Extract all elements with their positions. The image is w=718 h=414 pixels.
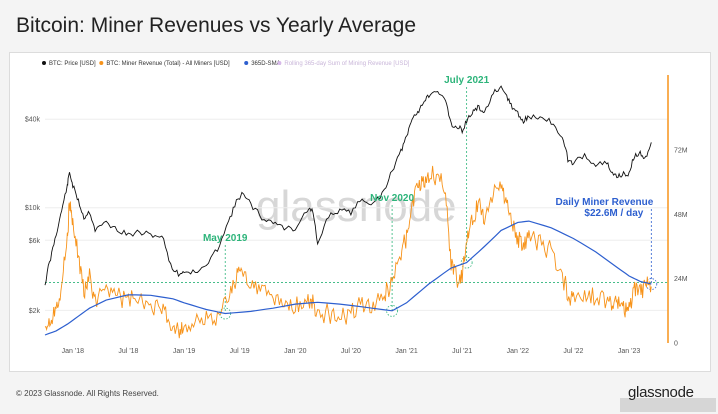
x-tick-8: Jan '22 bbox=[507, 348, 529, 355]
legend-marker-miner_revenue bbox=[99, 61, 104, 65]
y-right-tick-1: 24M bbox=[674, 276, 688, 283]
y-left-tick-2: $10k bbox=[25, 205, 41, 212]
x-tick-10: Jan '23 bbox=[618, 348, 640, 355]
annotation-lines bbox=[45, 87, 668, 320]
x-tick-9: Jul '22 bbox=[563, 348, 583, 355]
x-tick-7: Jul '21 bbox=[452, 348, 472, 355]
y-left-tick-3: $40k bbox=[25, 117, 41, 124]
legend-marker-rolling_sum bbox=[277, 61, 282, 65]
legend-label-price[interactable]: BTC: Price [USD] bbox=[49, 61, 96, 67]
y-left-tick-1: $6k bbox=[29, 238, 41, 245]
brand-logo: glassnode bbox=[628, 384, 694, 401]
annotation-label-1: Nov 2020 bbox=[370, 193, 414, 204]
copyright-text: © 2023 Glassnode. All Rights Reserved. bbox=[16, 389, 159, 398]
legend-marker-sma bbox=[244, 61, 249, 65]
annotation-label-3: Daily Miner Revenue bbox=[556, 197, 654, 208]
grid bbox=[45, 118, 668, 311]
y-right-tick-0: 0 bbox=[674, 341, 678, 348]
page-title: Bitcoin: Miner Revenues vs Yearly Averag… bbox=[16, 14, 417, 37]
legend-label-sma[interactable]: 365D-SMA bbox=[251, 61, 280, 67]
x-tick-6: Jan '21 bbox=[395, 348, 417, 355]
x-tick-1: Jul '18 bbox=[118, 348, 138, 355]
annotation-label-0: May 2019 bbox=[203, 233, 248, 244]
annotation-label-3-line2: $22.6M / day bbox=[584, 208, 643, 219]
legend-label-rolling_sum[interactable]: Rolling 365-day Sum of Mining Revenue [U… bbox=[284, 61, 409, 67]
x-tick-4: Jan '20 bbox=[284, 348, 306, 355]
legend[interactable]: BTC: Price [USD] BTC: Miner Revenue (Tota… bbox=[42, 61, 410, 67]
x-tick-2: Jan '19 bbox=[173, 348, 195, 355]
series-sma-line[interactable] bbox=[44, 220, 652, 336]
brand-bar bbox=[620, 398, 716, 412]
x-tick-3: Jul '19 bbox=[230, 348, 250, 355]
y-left-tick-0: $2k bbox=[29, 308, 41, 315]
x-tick-0: Jan '18 bbox=[62, 348, 84, 355]
annotation-marker-2 bbox=[460, 256, 473, 269]
y-right-tick-2: 48M bbox=[674, 212, 688, 219]
y-right-tick-3: 72M bbox=[674, 148, 688, 155]
axes: Jan '18 Jul '18 Jan '19 Jul '19 Jan '20 Jul '… bbox=[25, 75, 688, 355]
annotation-marker-1 bbox=[386, 304, 399, 317]
x-tick-5: Jul '20 bbox=[341, 348, 361, 355]
annotation-label-2: July 2021 bbox=[444, 75, 489, 86]
legend-marker-price bbox=[42, 61, 46, 65]
legend-label-miner_revenue[interactable]: BTC: Miner Revenue (Total) - All Miners … bbox=[106, 61, 230, 67]
series-layer[interactable] bbox=[44, 85, 652, 339]
annotation-marker-3 bbox=[645, 278, 658, 290]
chart-svg[interactable]: BTC: Price [USD] BTC: Miner Revenue (Tota… bbox=[10, 53, 710, 371]
series-price-line[interactable] bbox=[44, 85, 652, 286]
chart-panel: BTC: Price [USD] BTC: Miner Revenue (Tota… bbox=[9, 52, 711, 372]
annotation-labels: May 2019 Nov 2020 July 2021 Daily Miner Rev… bbox=[203, 75, 654, 244]
